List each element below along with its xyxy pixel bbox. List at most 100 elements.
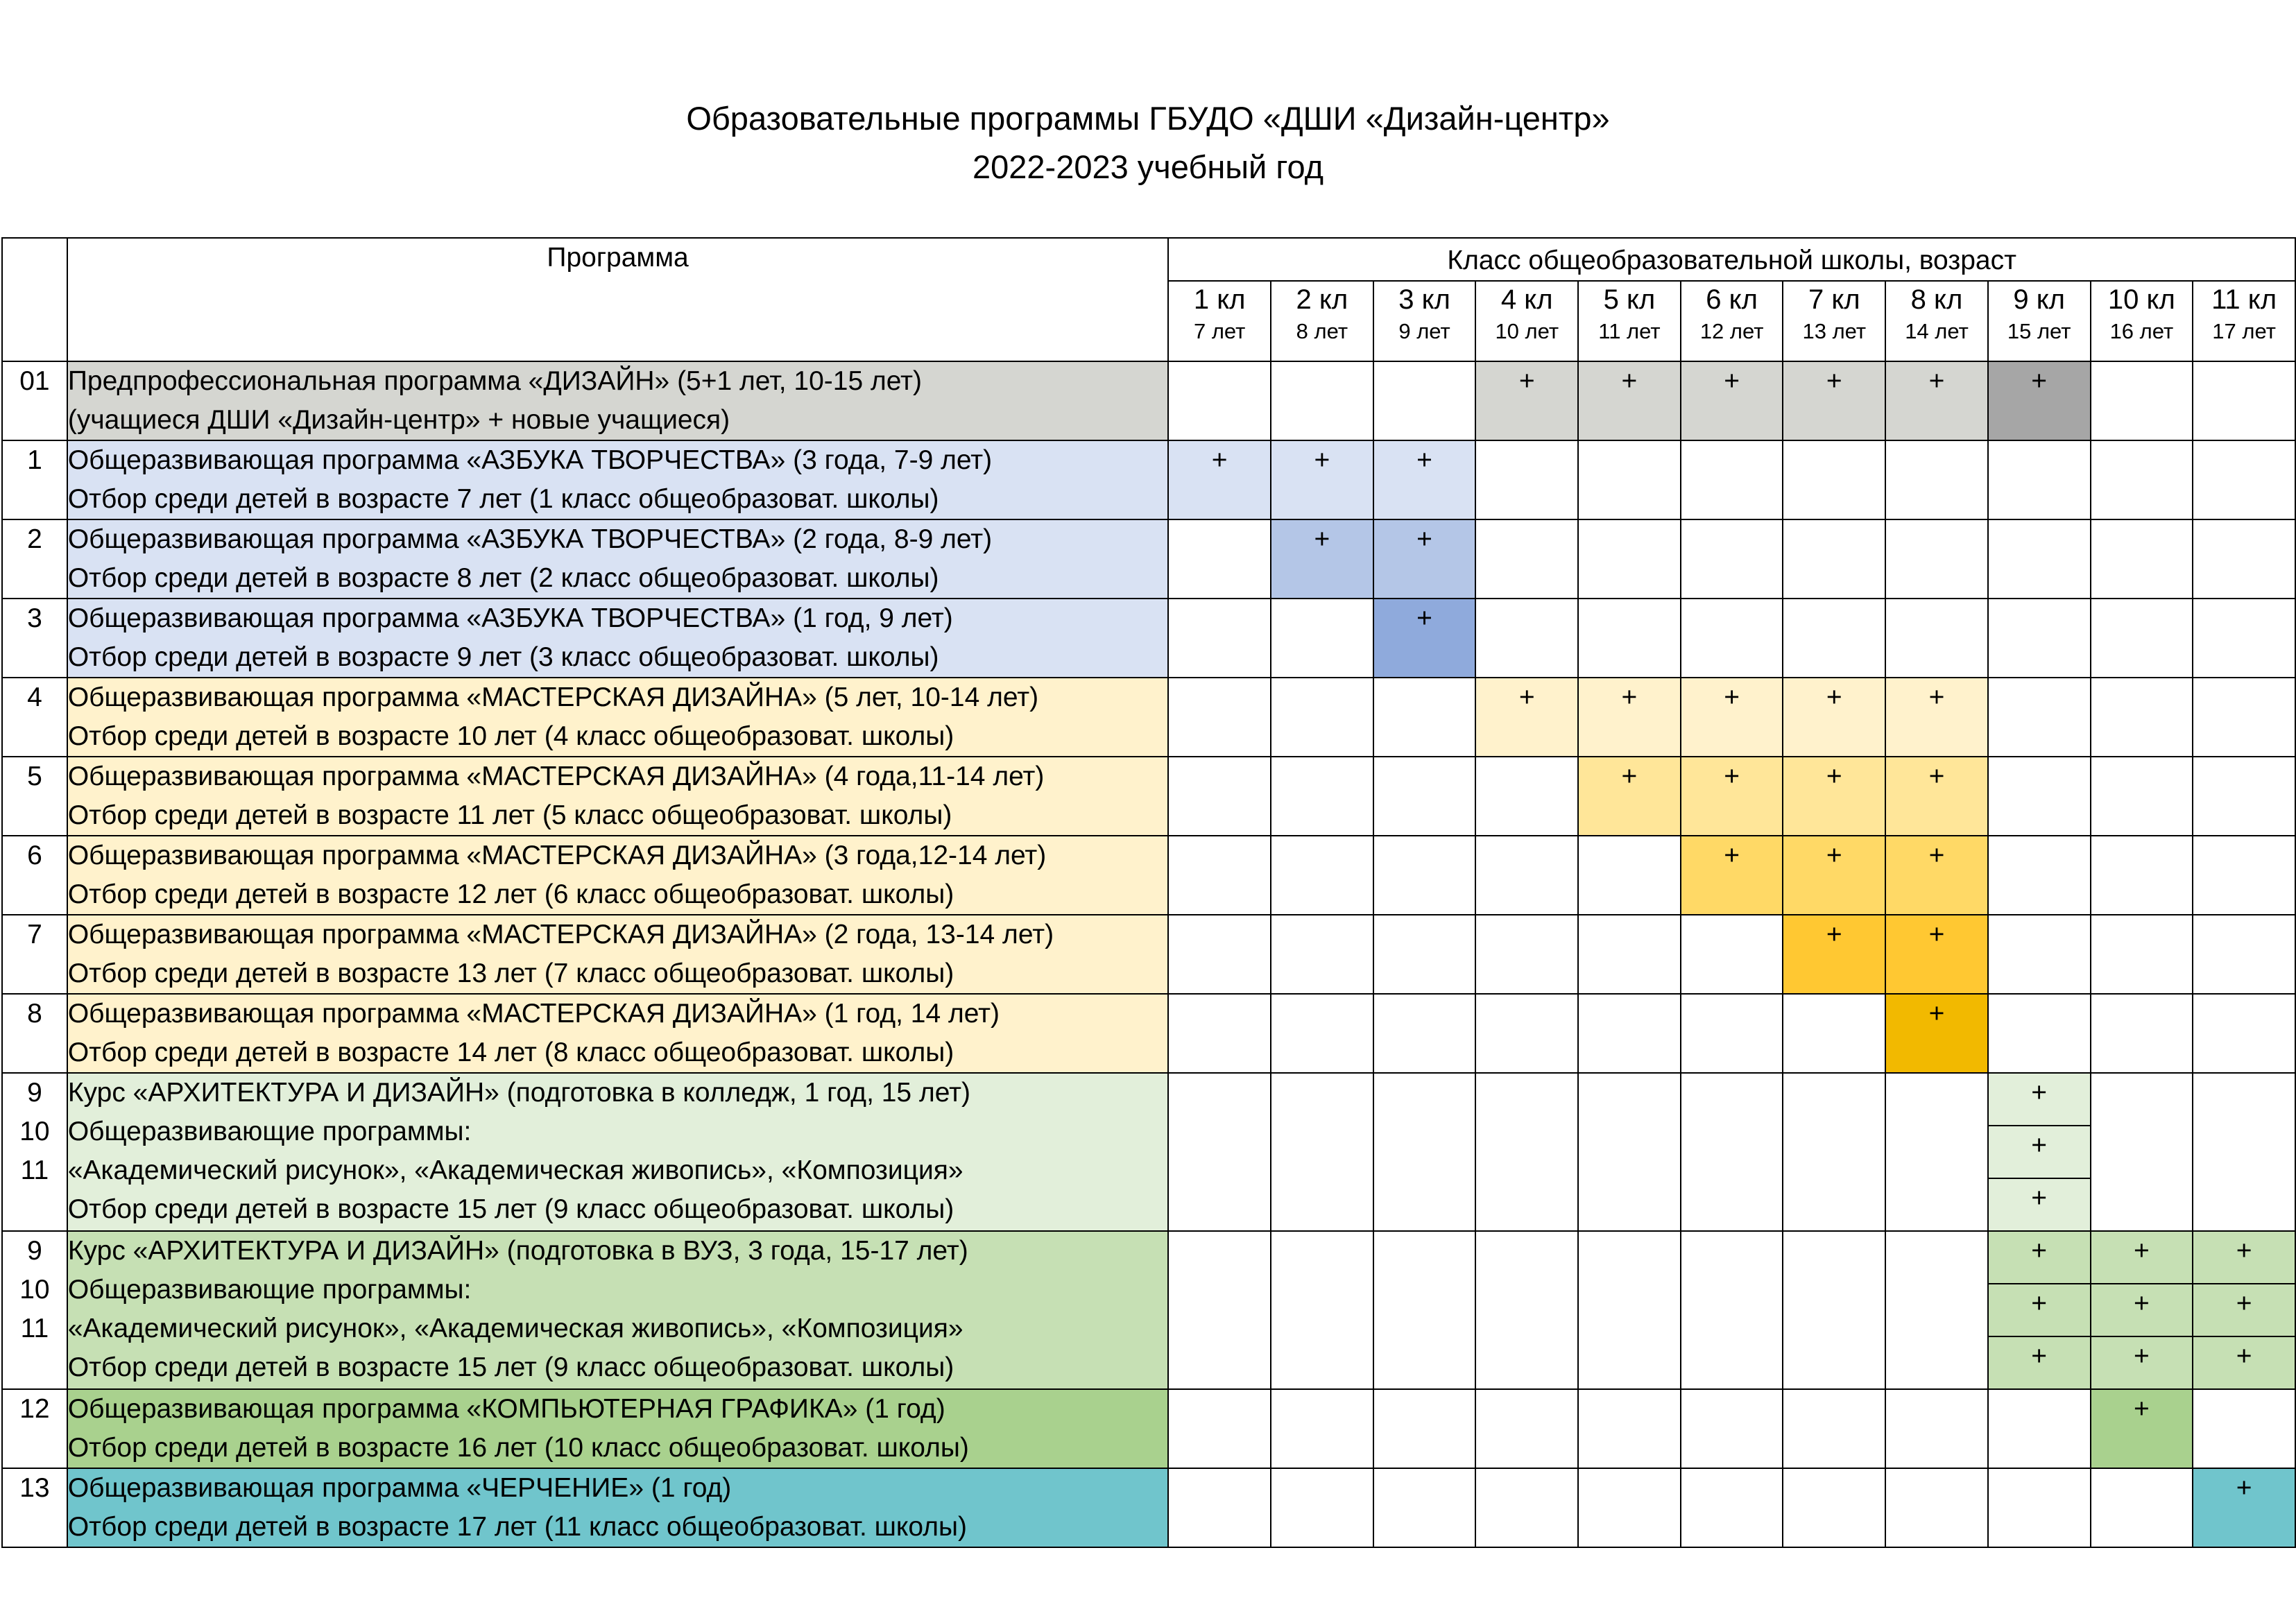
mark-cell: + <box>1782 835 1887 915</box>
mark-cell: + <box>1782 361 1887 441</box>
mark-cell <box>1679 440 1784 520</box>
mark-cell <box>1679 598 1784 678</box>
title-line-1: Образовательные программы ГБУДО «ДШИ «Ди… <box>686 100 1610 137</box>
mark-cell <box>1987 677 2091 757</box>
row-number: 8 <box>1 993 68 1074</box>
table-row: 01 Предпрофессиональная программа «ДИЗАЙ… <box>1 361 2296 441</box>
mark-cell: + <box>2192 1283 2296 1337</box>
mark-cell <box>1372 993 1477 1074</box>
program-cell: Курс «АРХИТЕКТУРА И ДИЗАЙН» (подготовка … <box>66 1230 1170 1390</box>
mark-cell <box>2089 993 2194 1074</box>
mark-cell <box>1782 993 1887 1074</box>
header-classes-group: Класс общеобразовательной школы, возраст <box>1167 237 2296 282</box>
mark-cell: + <box>2192 1230 2296 1284</box>
mark-cell <box>1679 519 1784 599</box>
mark-cell <box>2192 1072 2296 1232</box>
mark-cell <box>1167 756 1272 836</box>
table-row: + <box>2 1125 2295 1179</box>
mark-cell <box>1782 1072 1887 1232</box>
table-row: 6 Общеразвивающая программа «МАСТЕРСКАЯ … <box>1 835 2296 915</box>
row-number: 4 <box>1 677 68 757</box>
mark-cell: + <box>1885 914 1989 995</box>
mark-cell <box>2089 519 2194 599</box>
mark-cell <box>1679 914 1784 995</box>
mark-cell <box>1372 361 1477 441</box>
mark-cell: + <box>1167 440 1272 520</box>
mark-cell: + <box>1885 835 1989 915</box>
mark-cell: + <box>1987 1283 2091 1337</box>
mark-cell <box>1475 1072 1579 1232</box>
program-cell: Курс «АРХИТЕКТУРА И ДИЗАЙН» (подготовка … <box>66 1072 1170 1232</box>
mark-cell <box>1885 1468 1989 1548</box>
mark-cell <box>1577 440 1681 520</box>
mark-cell <box>1372 1468 1477 1548</box>
mark-cell <box>2192 835 2296 915</box>
table-row: + + + <box>2 1336 2296 1390</box>
class-header: 4 кл 10 лет <box>1475 280 1579 362</box>
mark-cell: + <box>1475 361 1579 441</box>
program-cell: Общеразвивающая программа «АЗБУКА ТВОРЧЕ… <box>66 519 1170 599</box>
mark-cell <box>2192 361 2296 441</box>
mark-cell <box>1679 993 1784 1074</box>
mark-cell <box>1372 835 1477 915</box>
mark-cell <box>2192 519 2296 599</box>
program-cell: Общеразвивающая программа «МАСТЕРСКАЯ ДИ… <box>66 993 1170 1074</box>
mark-cell <box>1475 993 1579 1074</box>
mark-cell: + <box>1577 677 1681 757</box>
title-line-2: 2022-2023 учебный год <box>972 148 1324 185</box>
mark-cell <box>1270 914 1374 995</box>
class-header: 6 кл 12 лет <box>1679 280 1784 362</box>
mark-cell: + <box>1577 756 1681 836</box>
table-row: 8 Общеразвивающая программа «МАСТЕРСКАЯ … <box>1 993 2296 1074</box>
mark-cell: + <box>1987 1178 2091 1232</box>
mark-cell <box>1782 519 1887 599</box>
mark-cell <box>1577 598 1681 678</box>
mark-cell <box>1270 677 1374 757</box>
mark-cell <box>1885 440 1989 520</box>
mark-cell: + <box>1782 914 1887 995</box>
mark-cell <box>2089 1468 2194 1548</box>
mark-cell: + <box>1885 677 1989 757</box>
mark-cell: + <box>1372 440 1477 520</box>
mark-cell <box>1167 1388 1272 1469</box>
mark-cell <box>1475 1388 1579 1469</box>
mark-cell <box>1475 519 1579 599</box>
table-row: 7 Общеразвивающая программа «МАСТЕРСКАЯ … <box>1 914 2296 995</box>
mark-cell <box>1679 1230 1784 1390</box>
mark-cell <box>1270 598 1374 678</box>
mark-cell <box>2089 914 2194 995</box>
mark-cell <box>1372 756 1477 836</box>
mark-cell <box>1987 835 2091 915</box>
programs-table: Программа Класс общеобразовательной школ… <box>1 237 2296 1548</box>
mark-cell <box>1987 519 2091 599</box>
mark-cell <box>1270 1230 1374 1390</box>
mark-cell <box>1679 1468 1784 1548</box>
mark-cell: + <box>1270 519 1374 599</box>
mark-cell <box>1577 835 1681 915</box>
mark-cell <box>1987 914 2091 995</box>
mark-cell <box>1475 598 1579 678</box>
mark-cell <box>2089 361 2194 441</box>
mark-cell <box>1167 677 1272 757</box>
header-classes-row: 1 кл 7 лет 2 кл 8 лет 3 кл 9 лет 4 кл 10 лет… <box>2 280 2296 362</box>
mark-cell: + <box>2089 1283 2194 1337</box>
mark-cell: + <box>1987 1336 2091 1390</box>
mark-cell <box>1372 914 1477 995</box>
mark-cell <box>1782 1388 1887 1469</box>
table-row: 1 Общеразвивающая программа «АЗБУКА ТВОР… <box>1 440 2296 520</box>
mark-cell <box>1577 914 1681 995</box>
header-program: Программа <box>66 237 1170 362</box>
program-cell: Общеразвивающая программа «АЗБУКА ТВОРЧЕ… <box>66 598 1170 678</box>
row-number: 01 <box>1 361 68 441</box>
mark-cell <box>1167 598 1272 678</box>
mark-cell <box>1167 1072 1272 1232</box>
mark-cell <box>1885 1388 1989 1469</box>
mark-cell: + <box>1577 361 1681 441</box>
mark-cell: + <box>1782 756 1887 836</box>
mark-cell <box>1577 993 1681 1074</box>
mark-cell <box>1987 756 2091 836</box>
mark-cell: + <box>1782 677 1887 757</box>
mark-cell <box>2192 598 2296 678</box>
mark-cell <box>1782 598 1887 678</box>
mark-cell <box>1679 1388 1784 1469</box>
